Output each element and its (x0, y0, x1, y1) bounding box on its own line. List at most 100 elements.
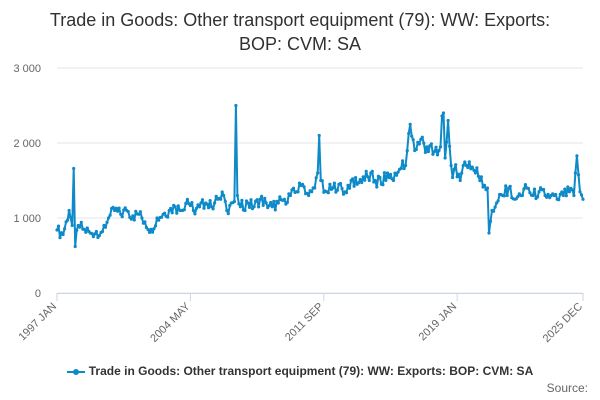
data-point (73, 244, 77, 249)
data-point (504, 184, 508, 188)
data-point (185, 197, 189, 201)
data-point (537, 190, 541, 194)
data-point (476, 174, 480, 178)
data-point (190, 201, 194, 205)
data-point (70, 223, 74, 228)
data-point (131, 214, 135, 218)
data-point (316, 171, 320, 175)
data-point (249, 198, 253, 202)
data-point (313, 186, 317, 190)
data-point (445, 140, 449, 144)
data-point (194, 206, 199, 210)
data-point (90, 232, 94, 236)
data-point (492, 209, 496, 213)
data-point (55, 228, 59, 232)
data-point (173, 205, 177, 209)
data-point (214, 194, 218, 198)
data-point (58, 236, 62, 240)
data-point (66, 218, 70, 222)
source-label: Source: (546, 381, 588, 395)
data-point (93, 232, 97, 236)
data-point (264, 201, 268, 205)
data-point (205, 202, 209, 206)
data-point (302, 185, 306, 189)
data-point (443, 156, 447, 160)
data-point (346, 183, 350, 187)
data-point (488, 219, 493, 223)
data-point (278, 195, 282, 199)
data-point (282, 197, 286, 201)
data-point (317, 133, 321, 138)
data-point (381, 183, 385, 187)
data-point (487, 231, 491, 235)
data-point (103, 225, 108, 229)
data-point (431, 152, 435, 156)
data-point (220, 190, 224, 194)
data-point (357, 181, 361, 185)
data-point (273, 208, 277, 212)
data-point (197, 205, 202, 209)
data-point (532, 187, 537, 191)
data-point (106, 216, 111, 220)
data-point (157, 218, 161, 222)
data-point (367, 178, 371, 183)
data-point (391, 178, 396, 183)
data-point (473, 171, 477, 175)
data-point (238, 205, 242, 209)
data-point (393, 171, 397, 175)
data-point (470, 165, 474, 169)
data-point (420, 135, 424, 139)
data-point (258, 197, 262, 201)
data-point (270, 205, 274, 209)
data-point (395, 173, 399, 177)
data-point (516, 195, 520, 199)
data-point (545, 195, 549, 199)
data-point (446, 118, 450, 123)
data-point (276, 201, 280, 205)
data-point (153, 224, 158, 228)
data-point (213, 201, 217, 205)
data-point (402, 166, 406, 171)
data-point (332, 181, 336, 185)
y-tick-label: 1 000 (13, 213, 41, 225)
data-point (113, 208, 117, 213)
data-point (526, 186, 531, 190)
data-point (129, 217, 133, 221)
data-point (297, 181, 302, 185)
data-point (97, 234, 101, 238)
data-point (246, 201, 250, 205)
data-point (143, 220, 147, 224)
data-point (288, 193, 292, 198)
data-point (387, 176, 391, 180)
data-point (235, 193, 239, 198)
data-point (61, 232, 65, 237)
data-point (455, 175, 459, 179)
data-point (407, 131, 411, 136)
data-point (94, 229, 98, 234)
data-point (363, 178, 367, 182)
data-point (219, 197, 223, 201)
data-point (225, 208, 229, 213)
data-point (137, 212, 141, 216)
data-point (475, 166, 479, 170)
data-point (438, 145, 443, 149)
data-point (160, 215, 164, 219)
legend[interactable]: Trade in Goods: Other transport equipmen… (0, 364, 600, 378)
data-point (111, 205, 115, 209)
data-point (457, 172, 461, 176)
data-point (193, 212, 197, 216)
data-point (150, 230, 155, 234)
data-point (485, 186, 490, 190)
data-point (149, 227, 153, 231)
data-point (202, 206, 206, 210)
data-point (408, 122, 412, 126)
data-point (578, 190, 582, 194)
chart-title: Trade in Goods: Other transport equipmen… (49, 10, 551, 54)
data-point (82, 227, 86, 231)
data-point (522, 187, 526, 191)
data-point (373, 178, 377, 183)
data-point (452, 167, 456, 171)
data-point (119, 212, 123, 216)
data-point (440, 114, 444, 118)
data-point (263, 196, 267, 200)
